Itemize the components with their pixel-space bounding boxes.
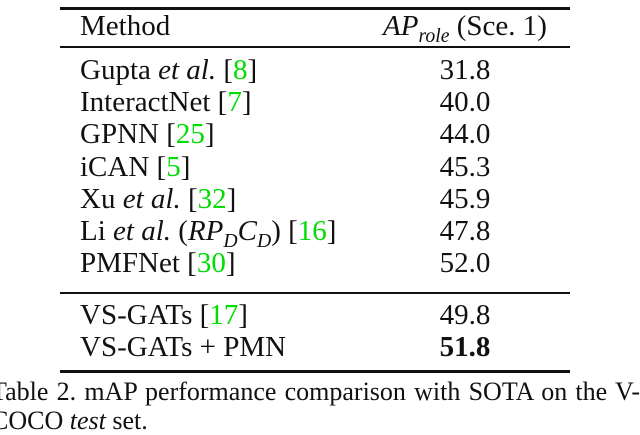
method-name: InteractNet [7] <box>60 86 360 119</box>
text-segment: D <box>256 229 272 252</box>
text-segment: ( <box>171 215 188 248</box>
table-mid-rule <box>60 292 570 294</box>
text-segment: PMFNet [ <box>80 247 197 280</box>
ap-value: 49.8 <box>439 298 491 331</box>
ap-value: 44.0 <box>439 118 491 151</box>
text-segment: test <box>69 406 106 435</box>
text-segment: D <box>223 229 238 252</box>
citation-ref: 7 <box>227 85 242 118</box>
table-row: iCAN [5] 45.3 <box>60 151 570 183</box>
table-header-rule <box>60 46 570 48</box>
caption-line-2: COCO test set. <box>0 406 640 435</box>
text-segment: iCAN [ <box>80 150 167 183</box>
citation-ref: 30 <box>196 247 226 280</box>
text-segment: ] <box>204 118 215 151</box>
table-row: Gupta et al. [8] 31.8 <box>60 54 570 86</box>
text-segment: set. <box>105 406 148 435</box>
text-segment: [ <box>216 53 234 86</box>
citation-ref: 17 <box>209 298 239 331</box>
table-row: InteractNet [7] 40.0 <box>60 86 570 118</box>
table-row: Li et al. (RPDCD) [16] 47.8 <box>60 215 570 251</box>
citation-ref: 8 <box>233 53 248 86</box>
table-caption: Table 2. mAP performance comparison with… <box>0 377 640 435</box>
ap-value: 51.8 <box>439 330 491 363</box>
table-top-rule <box>60 7 570 10</box>
method-name: Xu et al. [32] <box>60 183 360 216</box>
table-body-group1: Gupta et al. [8] 31.8 InteractNet [7] 40.0 G… <box>60 54 570 280</box>
text-segment: ] <box>238 298 248 331</box>
text-segment: VS-GATs + PMN <box>80 330 287 363</box>
method-name: VS-GATs + PMN <box>60 331 360 364</box>
method-name: Gupta et al. [8] <box>60 54 360 87</box>
text-segment: et al. <box>113 215 172 248</box>
citation-ref: 5 <box>166 150 181 183</box>
column-header-ap-role: AProle (Sce. 1) <box>360 10 570 46</box>
method-name: PMFNet [30] <box>60 247 360 280</box>
text-segment: ] <box>326 215 337 248</box>
table-header-row: Method AProle (Sce. 1) <box>60 10 570 46</box>
text-segment: [ <box>180 182 198 215</box>
text-segment: ] <box>241 85 252 118</box>
ap-value: 45.3 <box>439 150 491 183</box>
text-segment: COCO <box>0 406 64 435</box>
table-bottom-rule <box>60 370 570 373</box>
text-segment: (Sce. 1) <box>449 10 547 42</box>
ap-value: 45.9 <box>439 182 491 215</box>
text-segment: ] <box>180 150 191 183</box>
table-body-group2: VS-GATs [17] 49.8 VS-GATs + PMN 51.8 <box>60 299 570 364</box>
text-segment: RP <box>187 215 224 248</box>
method-name: Li et al. (RPDCD) [16] <box>60 215 360 251</box>
citation-ref: 16 <box>297 215 327 248</box>
text-segment: InteractNet [ <box>80 85 228 118</box>
table-row: VS-GATs + PMN 51.8 <box>60 331 570 363</box>
text-segment: ] <box>226 182 237 215</box>
text-segment: AP <box>383 10 419 42</box>
text-segment: Gupta <box>80 53 159 86</box>
caption-line-1: Table 2. mAP performance comparison with… <box>0 377 640 406</box>
ap-value: 31.8 <box>439 53 491 86</box>
text-segment: GPNN [ <box>80 118 176 151</box>
text-segment: C <box>237 215 257 248</box>
citation-ref: 25 <box>175 118 205 151</box>
method-name: iCAN [5] <box>60 151 360 184</box>
method-name: GPNN [25] <box>60 118 360 151</box>
text-segment: VS-GATs [ <box>80 298 210 331</box>
table-row: VS-GATs [17] 49.8 <box>60 299 570 331</box>
column-header-method: Method <box>80 10 171 42</box>
method-name: VS-GATs [17] <box>60 299 360 332</box>
text-segment: et al. <box>158 53 217 86</box>
text-segment: role <box>418 24 450 47</box>
ap-value: 40.0 <box>439 85 491 118</box>
text-segment: et al. <box>122 182 181 215</box>
ap-value: 47.8 <box>439 215 491 248</box>
text-segment: ) [ <box>271 215 298 248</box>
table-row: Xu et al. [32] 45.9 <box>60 183 570 215</box>
text-segment: ] <box>225 247 236 280</box>
text-segment: Xu <box>80 182 123 215</box>
citation-ref: 32 <box>197 182 227 215</box>
text-segment: Li <box>80 215 114 248</box>
text-segment: ] <box>247 53 258 86</box>
table-row: PMFNet [30] 52.0 <box>60 247 570 280</box>
table-row: GPNN [25] 44.0 <box>60 118 570 151</box>
ap-value: 52.0 <box>439 247 491 280</box>
